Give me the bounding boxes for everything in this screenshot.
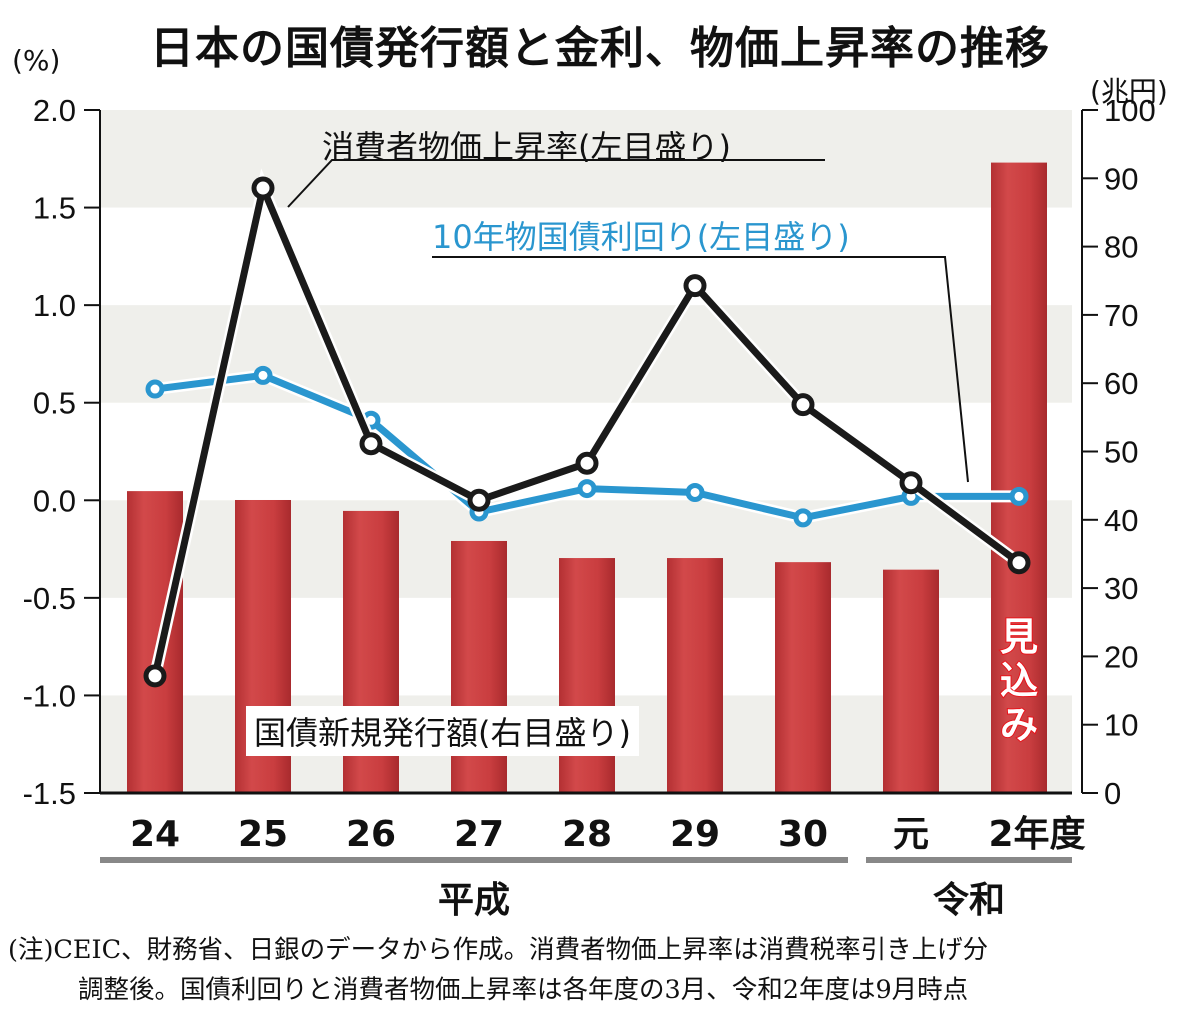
cpi-point-26 (359, 432, 383, 456)
legend-yield: 10年物国債利回り(左目盛り) (432, 218, 850, 256)
era-bar (100, 857, 848, 863)
right-tick-label: 50 (1104, 435, 1138, 470)
cpi-point-元 (899, 471, 923, 495)
yield-point-24 (145, 379, 165, 399)
right-tick-label: 10 (1104, 708, 1138, 743)
bar-24 (127, 491, 183, 793)
legend-cpi: 消費者物価上昇率(左目盛り) (322, 128, 731, 166)
left-tick-label: 0.5 (33, 386, 76, 421)
cpi-point-29 (683, 274, 707, 298)
bar-28 (559, 558, 615, 793)
x-tick-label: 28 (562, 814, 612, 855)
era-label: 平成 (438, 880, 510, 921)
bar-元 (883, 569, 939, 793)
x-tick-label: 2年度 (988, 814, 1085, 855)
right-tick-label: 70 (1104, 298, 1138, 333)
right-tick-label: 80 (1104, 230, 1138, 265)
right-tick-label: 40 (1104, 503, 1138, 538)
yield-point-30 (793, 508, 813, 528)
cpi-leader-line (287, 159, 825, 208)
x-tick-label: 25 (238, 814, 288, 855)
yield-leader-line (432, 256, 969, 483)
legend-bars: 国債新規発行額(右目盛り) (246, 706, 639, 756)
right-tick-label: 90 (1104, 161, 1138, 196)
left-tick-label: 2.0 (33, 93, 76, 128)
left-tick-label: 1.0 (33, 288, 76, 323)
right-tick-label: 30 (1104, 571, 1138, 606)
cpi-point-27 (467, 488, 491, 512)
era-label: 令和 (933, 880, 1005, 921)
cpi-point-24 (143, 664, 167, 688)
left-tick-label: -1.0 (23, 678, 76, 713)
x-tick-label: 27 (454, 814, 504, 855)
bar-30 (775, 562, 831, 793)
x-tick-label: 26 (346, 814, 396, 855)
left-tick-label: -1.5 (23, 776, 76, 811)
bar-2年度 (991, 162, 1047, 793)
x-tick-label: 29 (670, 814, 720, 855)
bar-29 (667, 558, 723, 793)
left-tick-label: 1.5 (33, 191, 76, 226)
yield-point-29 (685, 482, 705, 502)
right-tick-label: 60 (1104, 366, 1138, 401)
estimate-label-char: み (1000, 703, 1038, 747)
right-tick-label: 20 (1104, 639, 1138, 674)
x-tick-label: 30 (778, 814, 828, 855)
yield-point-2年度 (1009, 486, 1029, 506)
chart-title: 日本の国債発行額と金利、物価上昇率の推移 (150, 23, 1050, 74)
left-tick-label: 0.0 (33, 483, 76, 518)
left-axis-unit: (%) (12, 44, 61, 77)
cpi-point-28 (575, 451, 599, 475)
estimate-label-char: 見 (1000, 615, 1038, 659)
cpi-point-30 (791, 393, 815, 417)
footnote: (注)CEIC、財務省、日銀のデータから作成。消費者物価上昇率は消費税率引き上げ… (8, 930, 1198, 1010)
x-tick-label: 元 (893, 814, 929, 855)
x-tick-label: 24 (130, 814, 180, 855)
footnote-line-2: 調整後。国債利回りと消費者物価上昇率は各年度の3月、令和2年度は9月時点 (78, 975, 969, 1005)
right-axis-unit: (兆円) (1090, 75, 1168, 108)
right-tick-label: 0 (1104, 776, 1121, 811)
era-bar (866, 857, 1072, 863)
cpi-point-2年度 (1007, 551, 1031, 575)
yield-point-25 (253, 365, 273, 385)
yield-point-28 (577, 479, 597, 499)
cpi-point-25 (251, 176, 275, 200)
left-tick-label: -0.5 (23, 581, 76, 616)
grid-band (100, 305, 1072, 403)
right-tick-label: 100 (1104, 93, 1156, 128)
estimate-label-char: 込 (1000, 659, 1038, 703)
footnote-line-1: (注)CEIC、財務省、日銀のデータから作成。消費者物価上昇率は消費税率引き上げ… (8, 935, 989, 965)
